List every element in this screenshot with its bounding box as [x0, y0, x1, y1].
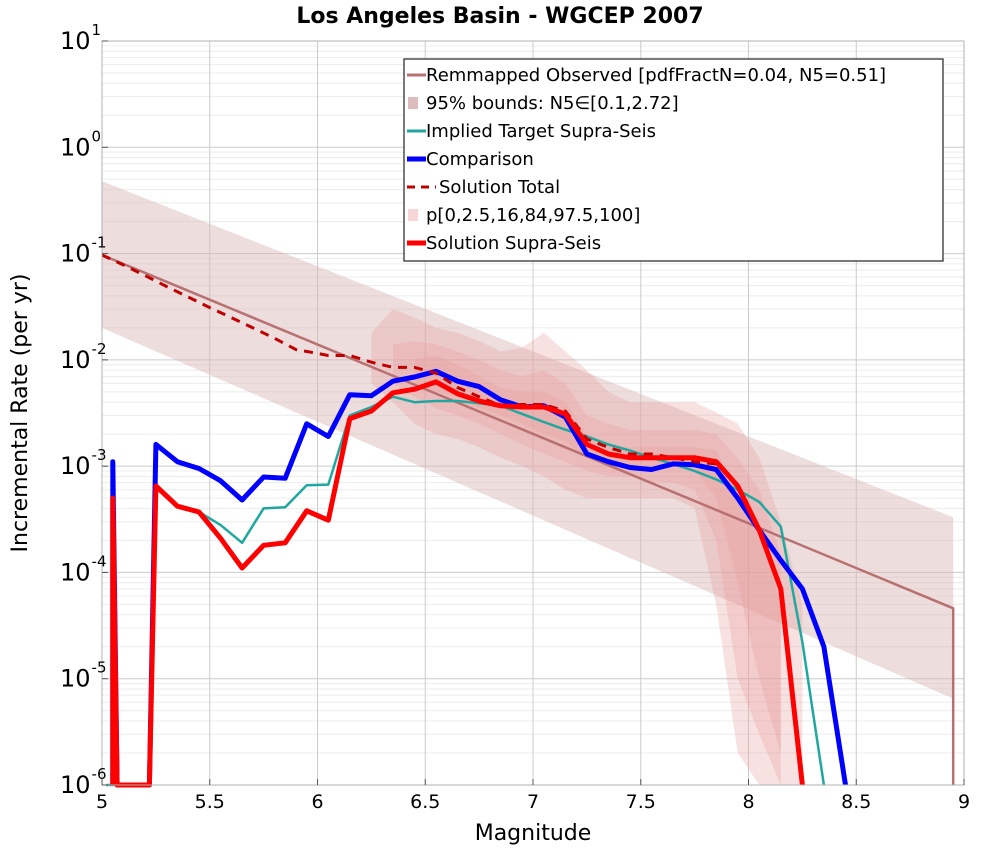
x-tick-label: 9: [958, 791, 970, 813]
legend: Remmapped Observed [pdfFractN=0.04, N5=0…: [403, 58, 944, 262]
legend-label: Remmapped Observed [pdfFractN=0.04, N5=0…: [426, 65, 886, 86]
y-tick-exponent: -5: [92, 659, 107, 677]
y-tick-exponent: -1: [92, 234, 107, 252]
x-tick-label: 7: [527, 791, 539, 813]
legend-label: p[0,2.5,16,84,97.5,100]: [426, 205, 640, 226]
series-line: [101, 253, 717, 466]
x-tick-label: 8.5: [841, 791, 871, 813]
band: [102, 181, 954, 699]
legend-label: Implied Target Supra-Seis: [426, 121, 656, 142]
y-tick-label: 10-4: [60, 552, 107, 586]
y-tick-exponent: -6: [92, 765, 107, 783]
y-tick-label: 10-2: [60, 340, 107, 374]
y-tick-exponent: -2: [92, 340, 107, 358]
y-tick-label: 10-5: [60, 659, 107, 693]
y-tick-exponent: 0: [92, 127, 102, 145]
legend-label: Solution Supra-Seis: [426, 233, 601, 254]
y-axis-label: Incremental Rate (per yr): [8, 274, 33, 553]
chart-title: Los Angeles Basin - WGCEP 2007: [296, 4, 703, 29]
x-tick-label: 6: [311, 791, 323, 813]
x-axis-ticks: 5 5.5 6 6.5 7 7.5 8 8.5 9: [96, 779, 970, 813]
x-tick-label: 5: [96, 791, 108, 813]
y-tick-label: 10-6: [60, 765, 107, 799]
band: [392, 341, 781, 785]
y-tick-exponent: -3: [92, 446, 107, 464]
y-tick-label: 100: [60, 127, 101, 161]
y-tick-label: 101: [60, 21, 101, 55]
y-tick-label: 10-1: [60, 234, 107, 268]
x-tick-label: 7.5: [626, 791, 656, 813]
x-axis-label: Magnitude: [475, 821, 592, 846]
y-tick-exponent: 1: [92, 21, 102, 39]
band: [371, 309, 803, 785]
legend-label: Comparison: [426, 149, 534, 170]
legend-box: [403, 58, 944, 262]
y-tick-exponent: -4: [92, 552, 107, 570]
legend-swatch: [408, 209, 418, 221]
x-tick-label: 5.5: [195, 791, 225, 813]
series-line: [110, 379, 805, 788]
y-tick-label: 10-3: [60, 446, 107, 480]
series-line: [110, 368, 848, 788]
series-line: [101, 253, 955, 785]
series-lines: [101, 253, 955, 788]
x-tick-label: 6.5: [410, 791, 440, 813]
band: [414, 355, 781, 753]
legend-swatch: [408, 97, 418, 109]
legend-label: 95% bounds: N5∈[0.1,2.72]: [426, 93, 679, 114]
x-tick-label: 8: [742, 791, 754, 813]
uncertainty-bands: [102, 181, 954, 785]
legend-label: Solution Total: [439, 177, 560, 198]
